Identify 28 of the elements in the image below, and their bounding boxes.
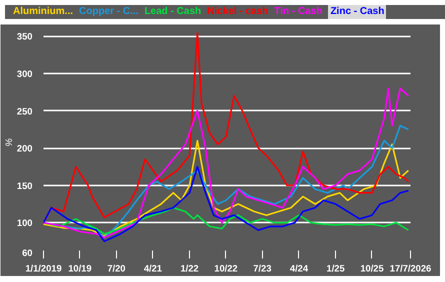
y-tick-label: 250 [16,106,33,116]
x-tick-label: 1/1/2019 [25,264,62,274]
x-tick-label: 17/7/2026 [390,264,432,274]
text: Zinc - Cash [328,5,386,19]
x-tick-label: 10/19 [68,264,92,274]
y-tick-label: 350 [16,32,33,42]
x-tick-label: 1/22 [180,264,199,274]
line-series [44,88,410,238]
y-tick-label: 100 [16,218,33,228]
x-tick-label: 7/23 [253,264,272,274]
x-tick-label: 4/21 [144,264,162,274]
line-series [44,166,410,242]
text: Lead - Cash [144,5,202,19]
y-tick-label: 60 [22,248,33,258]
x-tick-label: 10/22 [214,264,238,274]
x-tick-label: 10/25 [360,264,384,274]
line-series [44,206,410,235]
y-tick-label: 200 [16,144,33,154]
y-tick-label: 300 [16,69,33,80]
text: Aluminium... [13,5,73,19]
x-tick-label: 7/20 [107,264,126,274]
y-tick-label: 150 [16,180,33,191]
text: Copper - C... [79,5,138,19]
x-tick-label: 4/24 [290,264,309,274]
series-label: Nickel - cash [207,5,268,19]
text: Tin - Cash [274,5,322,19]
x-tick-label: 1/25 [326,264,345,274]
y-axis-title: % [4,138,14,147]
